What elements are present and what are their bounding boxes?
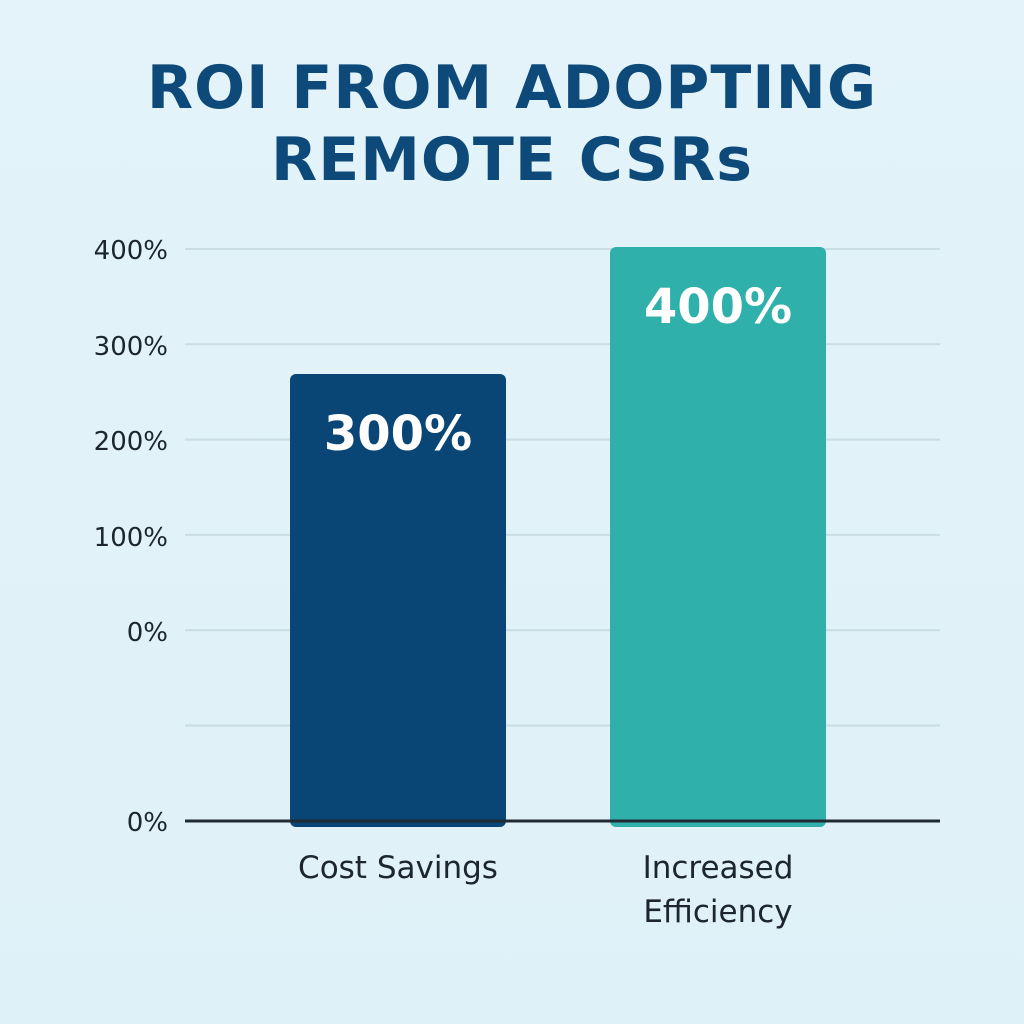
- y-tick-label: 400%: [94, 236, 168, 266]
- data-labels: 300% 400%: [324, 279, 792, 462]
- bar-1: [290, 374, 506, 827]
- category-label-1: Cost Savings: [298, 850, 498, 886]
- y-axis-tick-labels: 400% 300% 200% 100% 0% 0%: [94, 236, 168, 838]
- bar-2: [610, 247, 826, 827]
- chart-title: ROI FROM ADOPTING REMOTE CSRs: [0, 52, 1024, 196]
- data-label-1: 300%: [324, 406, 472, 462]
- data-label-2: 400%: [644, 279, 792, 335]
- chart-title-line-1: ROI FROM ADOPTING: [146, 53, 878, 123]
- category-label-2: Increased: [643, 850, 794, 886]
- y-tick-label: 100%: [94, 523, 168, 553]
- chart-title-line-2: REMOTE CSRs: [271, 125, 753, 195]
- y-tick-label: 300%: [94, 332, 168, 362]
- category-label-2: Efficiency: [643, 894, 792, 930]
- y-tick-label: 200%: [94, 427, 168, 457]
- y-tick-label: 0%: [127, 618, 168, 648]
- y-tick-label: 0%: [127, 808, 168, 838]
- category-labels: Cost Savings Increased Efficiency: [298, 850, 793, 930]
- bars: [290, 247, 826, 827]
